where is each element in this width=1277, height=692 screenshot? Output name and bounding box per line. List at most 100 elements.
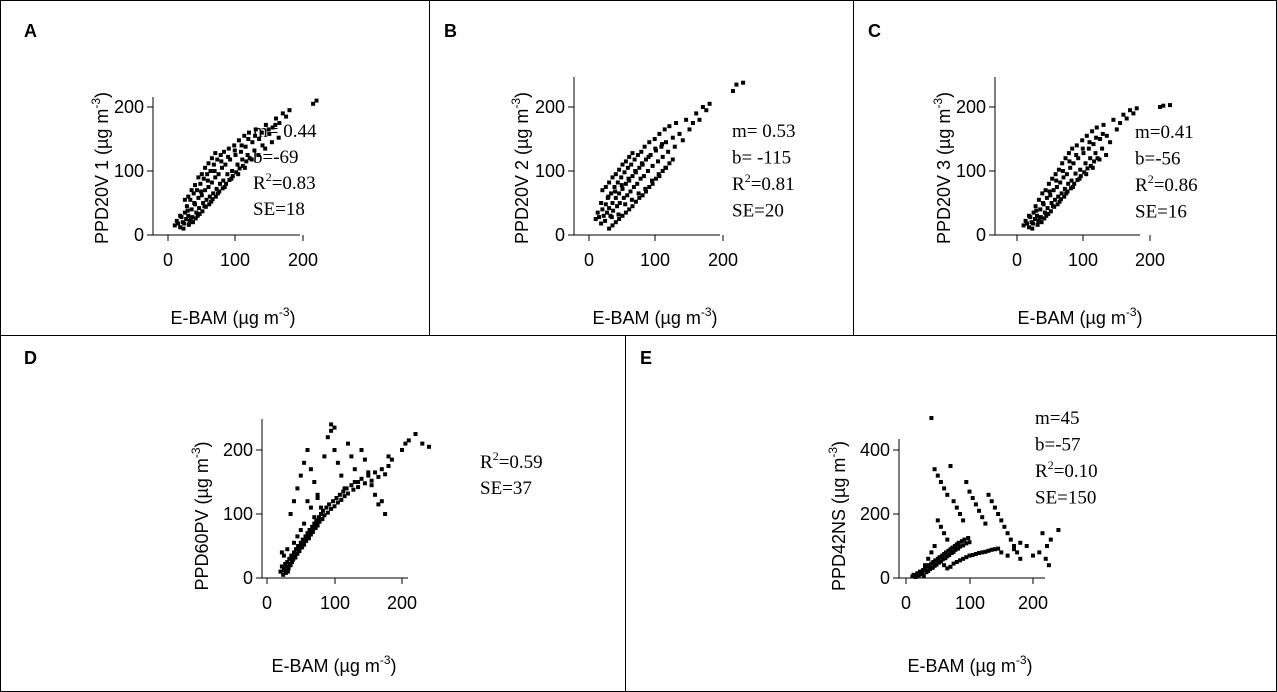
x-axis-label: E-BAM (µg m-3) xyxy=(271,653,396,676)
scatter-point xyxy=(639,161,644,166)
scatter-point xyxy=(610,223,615,228)
scatter-point xyxy=(263,146,268,151)
scatter-point xyxy=(1052,204,1057,209)
scatter-point xyxy=(203,165,208,170)
scatter-point xyxy=(189,188,194,193)
scatter-point xyxy=(250,140,255,145)
scatter-point xyxy=(637,195,642,200)
scatter-point xyxy=(322,513,327,518)
scatter-point xyxy=(257,137,262,141)
scatter-point xyxy=(999,518,1004,523)
scatter-point xyxy=(700,105,705,109)
scatter-point xyxy=(1059,191,1064,196)
scatter-point xyxy=(278,569,283,574)
scatter-plot-D: 0 100 200 0 100 200 R2=0.59 SE=37 E-BAM (µg m-3)… xyxy=(189,419,543,676)
scatter-point xyxy=(304,536,309,541)
scatter-point xyxy=(633,169,638,173)
scatter-point xyxy=(406,438,411,443)
regression-stat: R2=0.81 xyxy=(732,171,795,195)
regression-stat: R2=0.83 xyxy=(253,170,316,194)
scatter-point xyxy=(664,140,668,145)
x-tick-label: 200 xyxy=(1018,593,1048,613)
scatter-point xyxy=(1040,531,1045,536)
scatter-point xyxy=(311,526,316,531)
scatter-point xyxy=(174,218,179,223)
scatter-point xyxy=(595,210,600,215)
scatter-point xyxy=(193,216,198,221)
scatter-point xyxy=(620,213,625,218)
scatter-point xyxy=(1087,140,1092,145)
scatter-point xyxy=(1024,544,1029,548)
scatter-point xyxy=(674,121,679,125)
scatter-point xyxy=(221,178,226,183)
scatter-point xyxy=(206,185,211,189)
x-tick-label: 0 xyxy=(163,250,173,270)
scatter-point xyxy=(207,202,212,207)
scatter-point xyxy=(640,193,645,198)
scatter-point xyxy=(1030,226,1035,231)
panel-letter-D: D xyxy=(24,348,37,368)
scatter-point xyxy=(954,505,959,510)
scatter-point xyxy=(379,467,384,472)
scatter-point xyxy=(219,159,224,164)
scatter-point xyxy=(376,502,381,507)
scatter-point xyxy=(200,209,205,214)
scatter-point xyxy=(403,441,408,446)
scatter-point xyxy=(1044,195,1049,200)
scatter-point xyxy=(1051,188,1056,193)
scatter-point xyxy=(281,572,286,577)
scatter-point xyxy=(319,512,323,516)
regression-stat: R2=0.86 xyxy=(1135,172,1198,196)
scatter-point xyxy=(284,114,289,119)
scatter-point xyxy=(243,144,248,149)
scatter-point xyxy=(220,165,224,170)
scatter-point xyxy=(617,217,622,221)
scatter-point xyxy=(1054,185,1059,189)
scatter-point xyxy=(600,188,605,193)
scatter-point xyxy=(667,161,672,166)
scatter-point xyxy=(298,540,303,545)
scatter-point xyxy=(1124,116,1129,121)
scatter-point xyxy=(329,422,334,427)
scatter-point xyxy=(951,499,956,504)
scatter-point xyxy=(1053,172,1058,177)
scatter-point xyxy=(315,496,320,500)
scatter-point xyxy=(225,172,230,177)
scatter-point xyxy=(287,561,292,566)
scatter-point xyxy=(926,563,931,568)
scatter-point xyxy=(612,185,617,189)
panel-letter-E: E xyxy=(640,348,652,368)
scatter-point xyxy=(1161,103,1166,108)
scatter-point xyxy=(189,207,194,212)
scatter-point xyxy=(290,560,294,564)
y-axis-label: PPD60PV (µg m-3) xyxy=(189,441,212,590)
scatter-point xyxy=(211,191,216,196)
scatter-point xyxy=(1060,161,1065,166)
scatter-point xyxy=(199,172,204,177)
scatter-point xyxy=(643,186,648,191)
scatter-point xyxy=(632,157,637,162)
scatter-point xyxy=(238,149,243,154)
scatter-point xyxy=(342,486,347,491)
scatter-point xyxy=(233,153,238,157)
regression-stat: SE=37 xyxy=(480,478,532,499)
scatter-point xyxy=(958,512,962,516)
scatter-point xyxy=(654,176,658,181)
scatter-point xyxy=(306,536,311,541)
scatter-point xyxy=(980,550,985,555)
scatter-point xyxy=(196,175,201,180)
scatter-point xyxy=(253,133,258,138)
scatter-point xyxy=(1057,199,1062,204)
scatter-point xyxy=(644,157,648,162)
scatter-point xyxy=(948,464,953,468)
scatter-point xyxy=(195,188,199,193)
scatter-point xyxy=(684,117,689,122)
scatter-point xyxy=(929,416,934,420)
scatter-point xyxy=(312,515,317,520)
scatter-point xyxy=(1055,202,1060,207)
scatter-point xyxy=(977,551,981,555)
scatter-point xyxy=(967,540,972,545)
scatter-point xyxy=(627,207,632,212)
scatter-point xyxy=(603,185,608,189)
